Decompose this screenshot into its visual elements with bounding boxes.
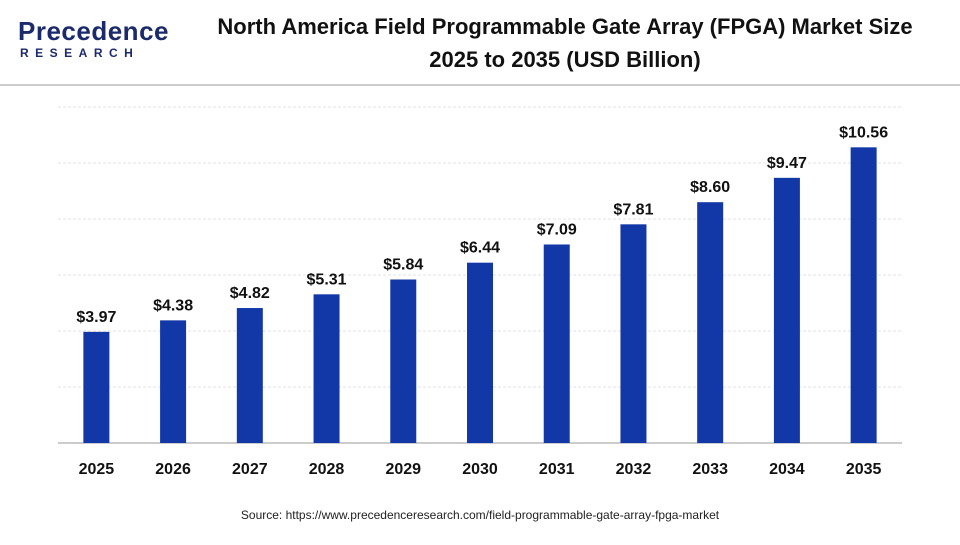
value-label: $6.44	[460, 240, 500, 257]
bar	[773, 177, 800, 443]
x-tick-label: 2033	[692, 461, 728, 478]
bar	[697, 202, 724, 443]
x-tick-label: 2034	[769, 461, 805, 478]
bar	[467, 262, 493, 443]
bar	[390, 279, 417, 443]
value-label: $4.38	[153, 297, 193, 314]
bar	[620, 224, 647, 443]
value-label: $3.97	[76, 309, 116, 326]
value-label: $7.81	[613, 201, 653, 218]
x-tick-label: 2031	[539, 461, 575, 478]
value-label: $5.31	[307, 271, 347, 288]
bar	[236, 308, 263, 443]
x-tick-label: 2030	[462, 461, 498, 478]
source-note: Source: https://www.precedenceresearch.c…	[241, 508, 720, 522]
x-tick-label: 2035	[846, 461, 882, 478]
logo-name: Precedence	[18, 16, 169, 46]
bar	[83, 331, 110, 443]
x-tick-label: 2028	[309, 461, 345, 478]
bar	[313, 294, 340, 443]
value-label: $9.47	[767, 155, 807, 172]
x-tick-label: 2029	[385, 461, 421, 478]
chart-title: North America Field Programmable Gate Ar…	[217, 14, 913, 72]
value-label: $8.60	[690, 179, 730, 196]
bar	[850, 147, 877, 443]
value-label: $7.09	[537, 221, 577, 238]
bar	[160, 320, 187, 443]
value-label: $4.82	[230, 285, 270, 302]
x-tick-label: 2026	[155, 461, 191, 478]
logo-tagline: RESEARCH	[20, 46, 140, 60]
value-label: $10.56	[839, 124, 888, 141]
bar	[543, 244, 570, 443]
value-label: $5.84	[383, 256, 423, 273]
x-tick-label: 2032	[616, 461, 652, 478]
x-tick-label: 2027	[232, 461, 268, 478]
x-tick-label: 2025	[79, 461, 115, 478]
